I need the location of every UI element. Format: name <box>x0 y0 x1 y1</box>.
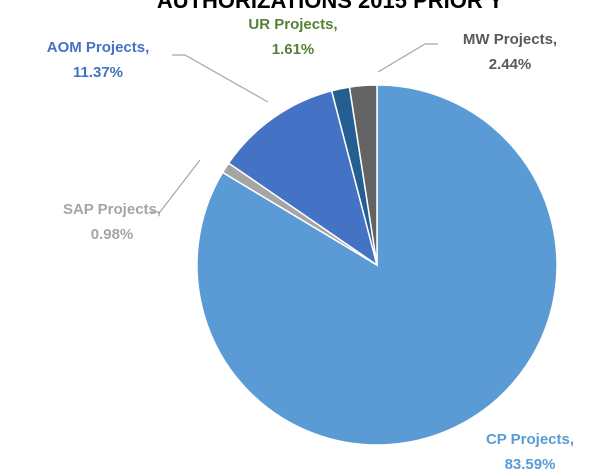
slice-value-label: 83.59% <box>505 456 556 472</box>
pie-slice <box>227 89 379 267</box>
slice-value-label: 1.61% <box>272 41 315 58</box>
slice-label: AOM Projects, <box>47 39 150 56</box>
pie-slice <box>348 84 378 266</box>
slice-value-label: 2.44% <box>489 56 532 73</box>
leader-line <box>377 43 438 73</box>
leader-lines <box>150 43 438 213</box>
slice-label: CP Projects, <box>486 431 574 448</box>
leader-line <box>150 159 201 213</box>
slice-value-label: 0.98% <box>91 226 134 243</box>
slice-label: SAP Projects, <box>63 201 161 218</box>
slice-label: UR Projects, <box>248 16 337 33</box>
leader-line <box>172 54 269 103</box>
slice-value-label: 11.37% <box>73 64 123 81</box>
slice-label: MW Projects, <box>463 31 557 48</box>
chart-title: AUTHORIZATIONS 2015 PRIOR Y <box>157 0 504 13</box>
